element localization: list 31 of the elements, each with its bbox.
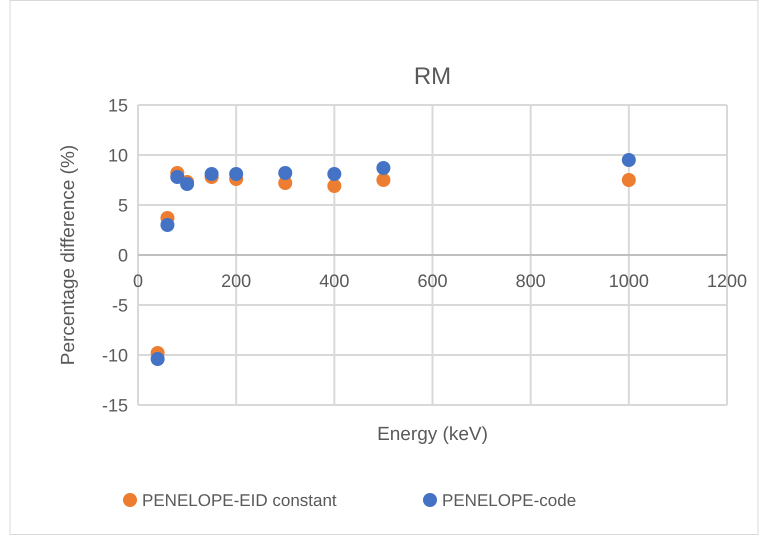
point	[376, 161, 390, 175]
legend-label: PENELOPE-code	[442, 490, 576, 510]
point	[327, 179, 342, 193]
point	[150, 352, 165, 366]
chart-title: RM	[414, 63, 452, 90]
x-tick-label: 600	[417, 271, 448, 291]
point	[229, 167, 244, 181]
x-axis-title: Energy (keV)	[377, 424, 488, 445]
point	[170, 170, 184, 184]
point	[204, 167, 219, 181]
x-tick-label: 1000	[608, 271, 649, 291]
y-tick-label: 10	[108, 145, 128, 166]
x-tick-label: 400	[319, 271, 350, 291]
point	[622, 173, 636, 187]
legend-label: PENELOPE-EID constant	[142, 490, 337, 510]
x-tick-label: 200	[221, 271, 252, 291]
point	[160, 218, 174, 232]
x-tick-label: 0	[132, 271, 144, 291]
x-tick-label: 800	[516, 271, 546, 291]
y-tick-label: 15	[108, 95, 128, 116]
y-tick-label: 5	[118, 195, 128, 216]
y-tick-label: -5	[112, 295, 128, 316]
point	[327, 167, 342, 181]
x-tick-label: 1200	[706, 271, 748, 291]
point	[278, 166, 292, 180]
y-tick-label: -10	[102, 345, 128, 366]
y-tick-label: -15	[102, 395, 128, 416]
point	[622, 153, 636, 167]
point	[376, 173, 390, 187]
y-tick-label: 0	[118, 245, 128, 266]
y-axis-title: Percentage difference (%)	[58, 144, 79, 366]
